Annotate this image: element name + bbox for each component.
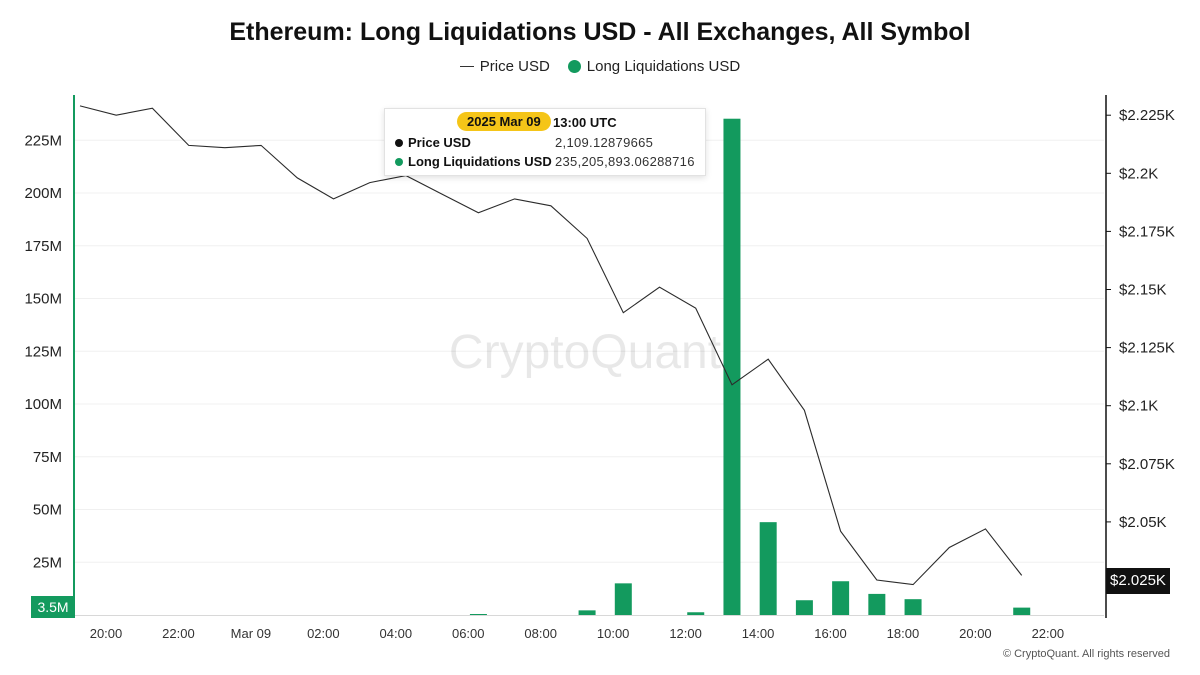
chart-tooltip: 2025 Mar 09 13:00 UTC Price USD 2,109.12…	[384, 108, 706, 176]
line-series	[79, 105, 1023, 586]
left-tick-label: 225M	[24, 132, 62, 149]
tooltip-date: 2025 Mar 09	[457, 112, 551, 131]
left-tick-label: 100M	[24, 396, 62, 413]
left-axis-value-badge: 3.5M	[31, 596, 75, 618]
right-tick-label: $2.2K	[1119, 165, 1158, 182]
dot-swatch-icon	[567, 60, 581, 73]
liquidation-bar	[1013, 607, 1031, 615]
right-tick-label: $2.15K	[1119, 282, 1167, 299]
green-dot-icon	[395, 158, 403, 166]
tooltip-price-label: Price USD	[408, 135, 471, 150]
grid-lines	[74, 139, 1104, 563]
liquidation-bar	[868, 593, 886, 615]
black-dot-icon	[395, 139, 403, 147]
left-tick-label: 125M	[24, 343, 62, 360]
right-tick-label: $2.175K	[1119, 223, 1175, 240]
x-tick-label: Mar 09	[231, 626, 271, 641]
liquidation-bar	[578, 610, 596, 615]
chart-legend: Price USD Long Liquidations USD	[0, 58, 1200, 75]
x-tick-label: 02:00	[307, 626, 340, 641]
x-tick-label: 16:00	[814, 626, 847, 641]
legend-item-liquidations[interactable]: Long Liquidations USD	[567, 58, 741, 75]
left-axis-ticks: 25M 50M 75M 100M 125M 150M 175M 200M 225M	[24, 132, 62, 571]
liquidation-bar	[904, 599, 922, 615]
left-tick-label: 175M	[24, 238, 62, 255]
axes	[73, 95, 1107, 618]
tooltip-price-value: 2,109.12879665	[555, 135, 654, 150]
copyright-notice: © CryptoQuant. All rights reserved	[1002, 648, 1170, 660]
price-line	[79, 105, 1023, 586]
left-tick-label: 50M	[33, 502, 62, 519]
bar-series	[469, 118, 1031, 615]
tooltip-row-liquidations: Long Liquidations USD 235,205,893.062887…	[395, 154, 695, 169]
line-swatch-icon	[459, 66, 474, 67]
liquidation-bar	[759, 522, 777, 615]
liquidation-bar	[795, 600, 813, 615]
right-tick-label: $2.225K	[1119, 107, 1175, 124]
tooltip-time: 13:00 UTC	[553, 115, 617, 130]
right-tick-label: $2.075K	[1119, 456, 1175, 473]
liquidation-bar	[832, 581, 850, 615]
legend-label-price: Price USD	[479, 58, 550, 75]
right-axis-value-badge: $2.025K	[1106, 568, 1170, 594]
left-tick-label: 75M	[33, 449, 62, 466]
x-tick-label: 14:00	[742, 626, 775, 641]
liquidation-bar	[614, 583, 632, 615]
watermark: CryptoQuant	[449, 326, 721, 379]
tooltip-liq-value: 235,205,893.06288716	[555, 154, 695, 169]
right-axis-ticks: $2.05K $2.075K $2.1K $2.125K $2.15K $2.175K $2…	[1106, 107, 1175, 581]
x-tick-label: 20:00	[90, 626, 123, 641]
x-tick-label: 22:00	[162, 626, 195, 641]
liquidation-bar	[723, 118, 741, 615]
chart-title: Ethereum: Long Liquidations USD - All Ex…	[229, 18, 971, 46]
x-tick-label: 10:00	[597, 626, 630, 641]
legend-item-price[interactable]: Price USD	[459, 58, 550, 75]
left-tick-label: 150M	[24, 291, 62, 308]
liquidation-bar	[687, 612, 705, 615]
left-tick-label: 25M	[33, 554, 62, 571]
right-tick-label: $2.125K	[1119, 340, 1175, 357]
x-tick-label: 22:00	[1032, 626, 1065, 641]
tooltip-liq-label: Long Liquidations USD	[408, 154, 552, 169]
x-tick-label: 18:00	[887, 626, 920, 641]
tooltip-row-price: Price USD 2,109.12879665	[395, 135, 695, 150]
x-tick-label: 12:00	[669, 626, 702, 641]
x-tick-label: 20:00	[959, 626, 992, 641]
liquidation-bar	[469, 614, 487, 615]
left-tick-label: 200M	[24, 185, 62, 202]
x-tick-label: 06:00	[452, 626, 485, 641]
x-axis-ticks: 20:00 22:00 Mar 09 02:00 04:00 06:00 08:00 10:0…	[90, 626, 1064, 641]
legend-label-liquidations: Long Liquidations USD	[586, 58, 741, 75]
right-tick-label: $2.05K	[1119, 514, 1167, 531]
x-tick-label: 04:00	[380, 626, 413, 641]
right-tick-label: $2.1K	[1119, 398, 1158, 415]
x-tick-label: 08:00	[524, 626, 557, 641]
